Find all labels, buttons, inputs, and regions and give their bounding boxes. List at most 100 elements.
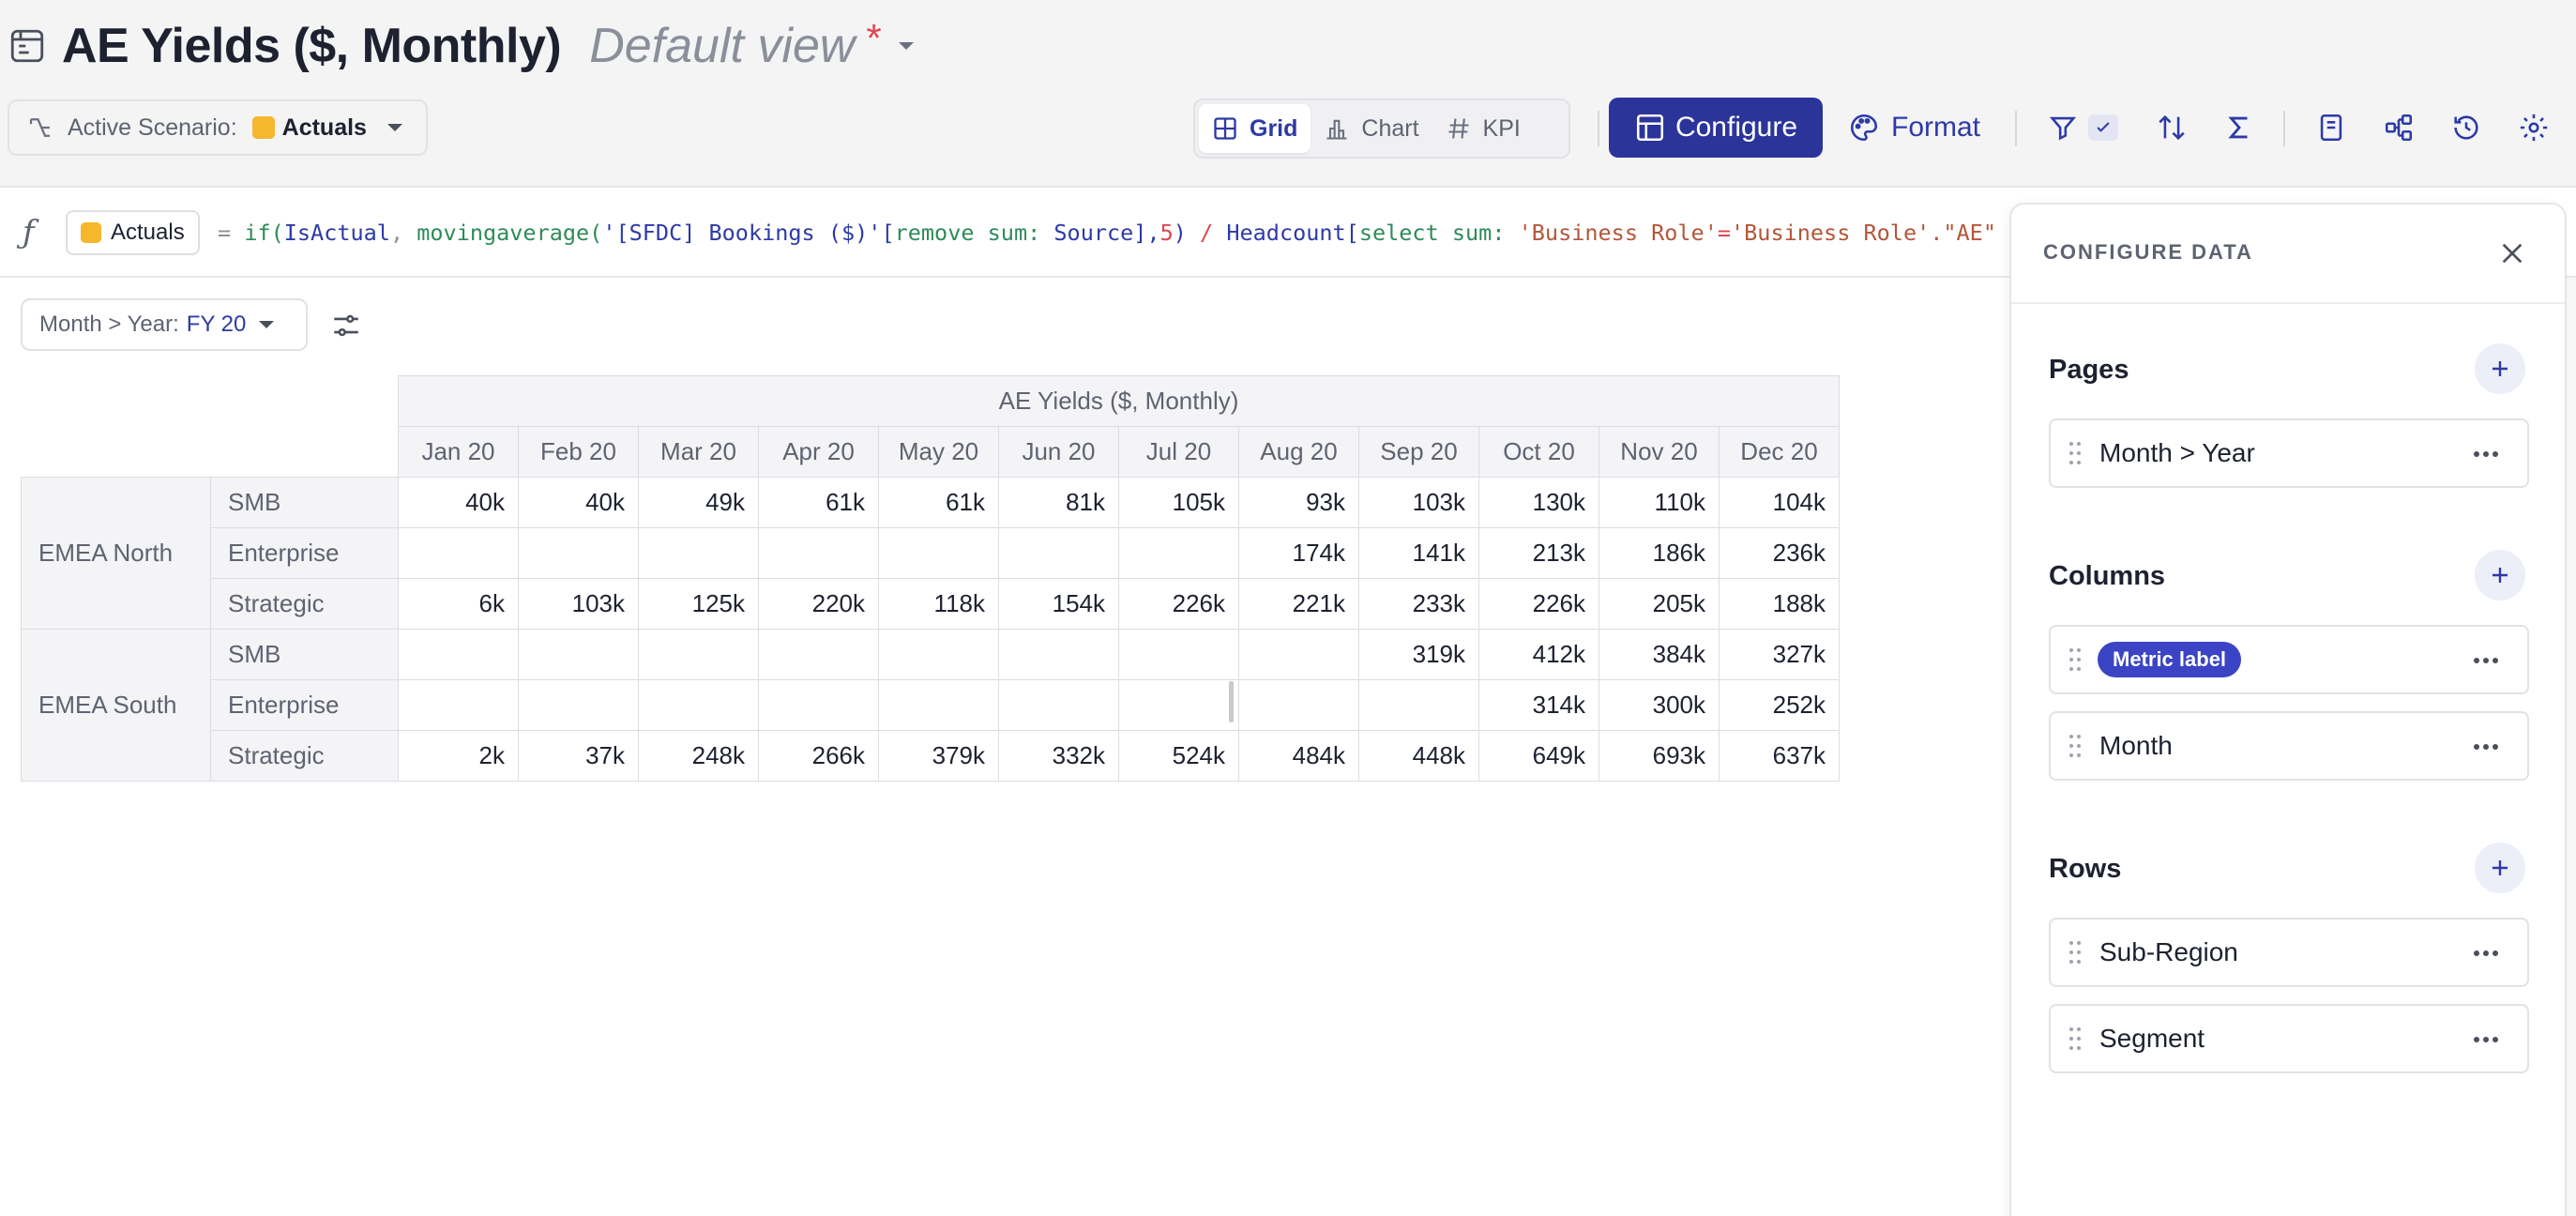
column-resize-handle[interactable] xyxy=(1229,681,1234,722)
value-cell[interactable]: 130k xyxy=(1478,477,1599,528)
add-page-button[interactable] xyxy=(2475,343,2525,394)
value-cell[interactable]: 649k xyxy=(1478,730,1599,782)
segment-header[interactable]: SMB xyxy=(210,477,399,528)
segment-header[interactable]: Strategic xyxy=(210,578,399,630)
more-options-icon[interactable] xyxy=(2473,1036,2499,1043)
segment-header[interactable]: Enterprise xyxy=(210,527,399,579)
value-cell[interactable]: 104k xyxy=(1719,477,1840,528)
region-header[interactable]: EMEA South xyxy=(21,629,211,782)
value-cell[interactable]: 61k xyxy=(758,477,879,528)
value-cell[interactable]: 174k xyxy=(1238,527,1359,579)
value-cell[interactable] xyxy=(878,527,999,579)
month-header[interactable]: Oct 20 xyxy=(1478,426,1599,478)
value-cell[interactable] xyxy=(758,679,879,731)
value-cell[interactable]: 266k xyxy=(758,730,879,782)
value-cell[interactable]: 319k xyxy=(1358,629,1479,680)
value-cell[interactable]: 2k xyxy=(398,730,519,782)
value-cell[interactable]: 484k xyxy=(1238,730,1359,782)
close-icon[interactable] xyxy=(2497,238,2527,268)
column-dimension-item[interactable]: Metric label xyxy=(2049,625,2529,694)
value-cell[interactable] xyxy=(1118,629,1239,680)
chevron-down-icon[interactable] xyxy=(386,122,404,133)
month-header[interactable]: May 20 xyxy=(878,426,999,478)
more-options-icon[interactable] xyxy=(2473,743,2499,751)
region-header[interactable]: EMEA North xyxy=(21,477,211,630)
value-cell[interactable] xyxy=(518,679,639,731)
tab-kpi[interactable]: KPI xyxy=(1432,104,1534,153)
metric-header[interactable]: AE Yields ($, Monthly) xyxy=(398,375,1840,427)
tab-grid[interactable]: Grid xyxy=(1199,104,1311,153)
hierarchy-button[interactable] xyxy=(2381,110,2417,145)
value-cell[interactable]: 118k xyxy=(878,578,999,630)
month-header[interactable]: Jul 20 xyxy=(1118,426,1239,478)
value-cell[interactable] xyxy=(758,527,879,579)
more-options-icon[interactable] xyxy=(2473,950,2499,957)
value-cell[interactable]: 220k xyxy=(758,578,879,630)
segment-header[interactable]: Enterprise xyxy=(210,679,399,731)
month-header[interactable]: Nov 20 xyxy=(1599,426,1720,478)
value-cell[interactable]: 110k xyxy=(1599,477,1720,528)
value-cell[interactable]: 93k xyxy=(1238,477,1359,528)
notes-button[interactable] xyxy=(2313,110,2349,145)
value-cell[interactable]: 61k xyxy=(878,477,999,528)
value-cell[interactable]: 205k xyxy=(1599,578,1720,630)
row-dimension-item[interactable]: Sub-Region xyxy=(2049,918,2529,987)
value-cell[interactable] xyxy=(638,679,759,731)
value-cell[interactable] xyxy=(1358,679,1479,731)
value-cell[interactable]: 248k xyxy=(638,730,759,782)
column-dimension-item[interactable]: Month xyxy=(2049,711,2529,781)
month-header[interactable]: Apr 20 xyxy=(758,426,879,478)
value-cell[interactable]: 226k xyxy=(1478,578,1599,630)
value-cell[interactable]: 637k xyxy=(1719,730,1840,782)
value-cell[interactable]: 300k xyxy=(1599,679,1720,731)
value-cell[interactable]: 252k xyxy=(1719,679,1840,731)
value-cell[interactable]: 186k xyxy=(1599,527,1720,579)
value-cell[interactable]: 693k xyxy=(1599,730,1720,782)
value-cell[interactable]: 154k xyxy=(998,578,1119,630)
page-dimension-item[interactable]: Month > Year xyxy=(2049,418,2529,488)
value-cell[interactable] xyxy=(1238,679,1359,731)
value-cell[interactable]: 233k xyxy=(1358,578,1479,630)
value-cell[interactable]: 105k xyxy=(1118,477,1239,528)
value-cell[interactable]: 213k xyxy=(1478,527,1599,579)
value-cell[interactable]: 448k xyxy=(1358,730,1479,782)
value-cell[interactable]: 125k xyxy=(638,578,759,630)
totals-button[interactable] xyxy=(2221,110,2257,145)
sliders-icon[interactable] xyxy=(330,310,362,342)
drag-handle-icon[interactable] xyxy=(2068,733,2083,759)
value-cell[interactable]: 103k xyxy=(518,578,639,630)
active-scenario-selector[interactable]: Active Scenario: Actuals xyxy=(8,99,428,156)
value-cell[interactable] xyxy=(518,527,639,579)
value-cell[interactable] xyxy=(398,629,519,680)
drag-handle-icon[interactable] xyxy=(2068,440,2083,466)
value-cell[interactable]: 384k xyxy=(1599,629,1720,680)
value-cell[interactable] xyxy=(998,629,1119,680)
sort-button[interactable] xyxy=(2154,110,2190,145)
more-options-icon[interactable] xyxy=(2473,450,2499,458)
value-cell[interactable]: 379k xyxy=(878,730,999,782)
configure-button[interactable]: Configure xyxy=(1609,98,1823,158)
tab-chart[interactable]: Chart xyxy=(1311,104,1432,153)
value-cell[interactable] xyxy=(398,527,519,579)
month-header[interactable]: Jun 20 xyxy=(998,426,1119,478)
value-cell[interactable]: 6k xyxy=(398,578,519,630)
chevron-down-icon[interactable] xyxy=(897,40,916,52)
month-header[interactable]: Mar 20 xyxy=(638,426,759,478)
value-cell[interactable]: 327k xyxy=(1719,629,1840,680)
value-cell[interactable] xyxy=(998,679,1119,731)
settings-button[interactable] xyxy=(2516,110,2552,145)
value-cell[interactable]: 236k xyxy=(1719,527,1840,579)
value-cell[interactable]: 314k xyxy=(1478,679,1599,731)
month-header[interactable]: Jan 20 xyxy=(398,426,519,478)
filter-button[interactable] xyxy=(2045,110,2081,145)
month-header[interactable]: Sep 20 xyxy=(1358,426,1479,478)
value-cell[interactable]: 49k xyxy=(638,477,759,528)
add-row-button[interactable] xyxy=(2475,843,2525,893)
value-cell[interactable]: 40k xyxy=(518,477,639,528)
month-header[interactable]: Feb 20 xyxy=(518,426,639,478)
value-cell[interactable]: 412k xyxy=(1478,629,1599,680)
format-button[interactable]: Format xyxy=(1848,98,1980,158)
value-cell[interactable] xyxy=(758,629,879,680)
value-cell[interactable] xyxy=(1118,679,1239,731)
value-cell[interactable] xyxy=(1118,527,1239,579)
